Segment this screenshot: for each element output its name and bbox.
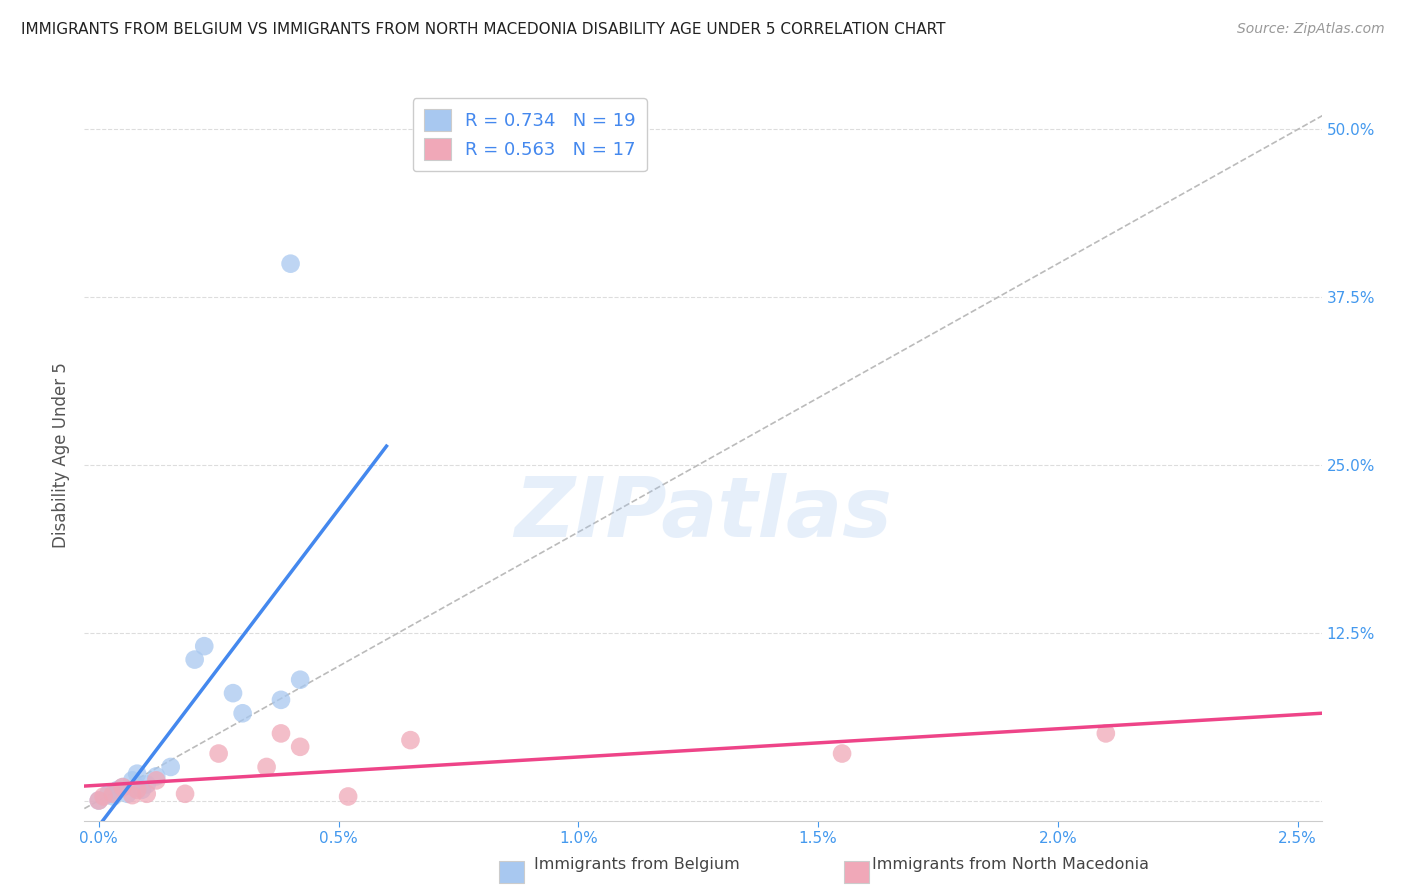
Point [135,787,157,801]
Text: Immigrants from Belgium: Immigrants from Belgium [534,857,740,872]
Point [131,782,153,797]
Point [222,686,245,700]
Point [93,789,115,804]
Point [288,739,311,754]
Point [183,652,205,666]
Point [87,793,110,807]
Point [270,693,292,707]
Point [270,726,292,740]
Text: ZIPatlas: ZIPatlas [515,473,891,554]
Point [101,787,124,801]
Point [1095,726,1118,740]
Point [337,789,360,804]
Point [121,773,143,788]
Point [127,782,149,797]
Point [831,747,853,761]
Legend: R = 0.734   N = 19, R = 0.563   N = 17: R = 0.734 N = 19, R = 0.563 N = 17 [413,98,647,171]
Point [208,747,231,761]
Point [107,782,129,797]
Point [87,793,110,807]
Point [117,787,139,801]
Text: Source: ZipAtlas.com: Source: ZipAtlas.com [1237,22,1385,37]
Point [121,788,143,802]
Point [174,787,197,801]
Point [101,789,124,804]
Point [232,706,254,721]
Text: Immigrants from North Macedonia: Immigrants from North Macedonia [872,857,1149,872]
Point [111,780,134,794]
Point [145,773,167,788]
Point [280,257,302,271]
Point [159,760,181,774]
Text: IMMIGRANTS FROM BELGIUM VS IMMIGRANTS FROM NORTH MACEDONIA DISABILITY AGE UNDER : IMMIGRANTS FROM BELGIUM VS IMMIGRANTS FR… [21,22,946,37]
Point [127,766,149,780]
Point [145,769,167,783]
Point [288,673,311,687]
Point [256,760,278,774]
Point [193,639,215,653]
Point [97,787,120,801]
Point [111,780,134,794]
Point [135,777,157,791]
Y-axis label: Disability Age Under 5: Disability Age Under 5 [52,362,70,548]
Point [399,733,422,747]
